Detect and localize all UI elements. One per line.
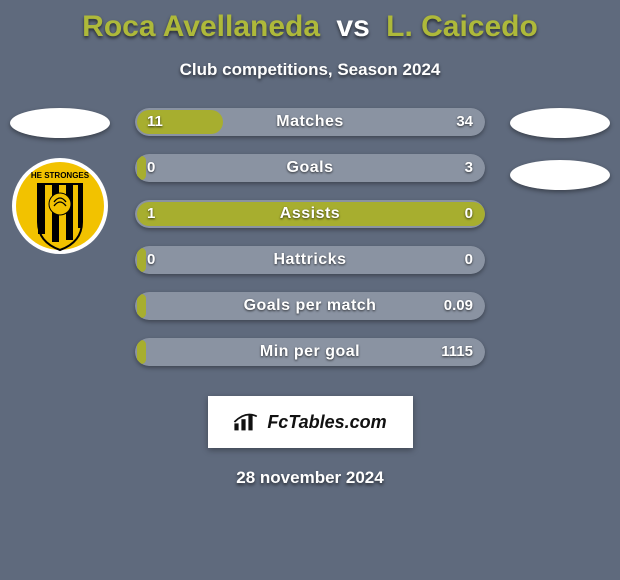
stat-label: Hattricks bbox=[135, 246, 485, 274]
stat-row: Goals per match0.09 bbox=[135, 292, 485, 320]
comparison-card: Roca Avellaneda vs L. Caicedo Club compe… bbox=[0, 0, 620, 580]
stat-value-right: 0 bbox=[465, 246, 473, 274]
stat-label: Goals bbox=[135, 154, 485, 182]
team-logo-placeholder bbox=[10, 108, 110, 138]
stat-row: 0Goals3 bbox=[135, 154, 485, 182]
stats-area: HE STRONGES 11Matches340Goals31Assists00… bbox=[0, 108, 620, 388]
stat-value-right: 1115 bbox=[441, 338, 473, 366]
shield-icon: HE STRONGES bbox=[10, 156, 110, 256]
date-label: 28 november 2024 bbox=[0, 468, 620, 488]
source-badge[interactable]: FcTables.com bbox=[208, 396, 413, 448]
player-a-name: Roca Avellaneda bbox=[82, 10, 320, 43]
badge-text: HE STRONGES bbox=[31, 171, 90, 180]
stat-label: Goals per match bbox=[135, 292, 485, 320]
source-name: FcTables.com bbox=[267, 412, 386, 433]
title-vs: vs bbox=[336, 10, 369, 43]
player-b-name: L. Caicedo bbox=[386, 10, 538, 43]
fctables-logo: FcTables.com bbox=[233, 412, 386, 433]
left-team-column: HE STRONGES bbox=[10, 108, 110, 256]
team-logo-placeholder bbox=[510, 108, 610, 138]
team-logo-placeholder bbox=[510, 160, 610, 190]
stat-label: Min per goal bbox=[135, 338, 485, 366]
bars-icon bbox=[233, 412, 261, 432]
stat-row: 0Hattricks0 bbox=[135, 246, 485, 274]
stats-list: 11Matches340Goals31Assists00Hattricks0Go… bbox=[135, 108, 485, 384]
right-team-column bbox=[510, 108, 610, 190]
stat-row: 1Assists0 bbox=[135, 200, 485, 228]
stat-row: Min per goal1115 bbox=[135, 338, 485, 366]
stat-row: 11Matches34 bbox=[135, 108, 485, 136]
page-title: Roca Avellaneda vs L. Caicedo bbox=[0, 0, 620, 44]
subtitle: Club competitions, Season 2024 bbox=[0, 60, 620, 80]
left-team-badge: HE STRONGES bbox=[10, 156, 110, 256]
stat-value-right: 3 bbox=[465, 154, 473, 182]
stat-value-right: 34 bbox=[456, 108, 473, 136]
stat-value-right: 0.09 bbox=[444, 292, 473, 320]
stat-label: Matches bbox=[135, 108, 485, 136]
stat-value-right: 0 bbox=[465, 200, 473, 228]
stat-label: Assists bbox=[135, 200, 485, 228]
